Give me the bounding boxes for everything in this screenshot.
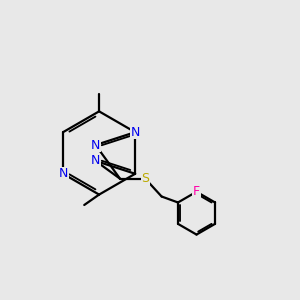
Text: N: N [130,126,140,139]
Text: F: F [193,185,200,198]
Text: N: N [58,167,68,180]
Text: S: S [141,172,149,185]
Text: N: N [91,139,100,152]
Text: N: N [91,154,100,167]
